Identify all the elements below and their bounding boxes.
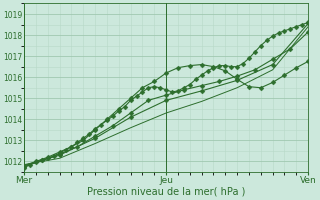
X-axis label: Pression niveau de la mer( hPa ): Pression niveau de la mer( hPa )	[87, 187, 245, 197]
